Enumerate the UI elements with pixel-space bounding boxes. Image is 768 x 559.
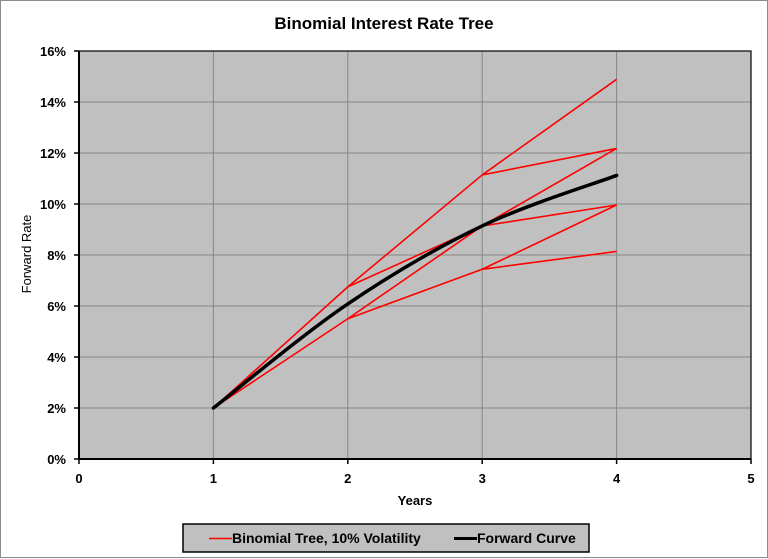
y-tick-label: 0% [47,452,66,467]
legend-label: Forward Curve [477,530,576,546]
y-tick-label: 6% [47,299,66,314]
gridlines [79,51,751,459]
x-tick-label: 5 [747,471,754,486]
axes [74,50,752,464]
y-tick-label: 2% [47,401,66,416]
x-axis-label: Years [398,493,433,508]
binomial-tree-series [212,78,618,409]
x-axis-tick-labels: 0 1 2 3 4 5 [75,471,754,486]
legend-label: Binomial Tree, 10% Volatility [232,530,421,546]
tree-branch [481,147,617,227]
y-axis-tick-labels: 0% 2% 4% 6% 8% 10% 12% 14% 16% [40,44,66,467]
tree-branch [481,204,617,271]
tree-branch [212,286,349,409]
tree-branch [347,225,483,320]
legend-box [182,523,590,553]
y-axis-label: Forward Rate [19,215,34,294]
x-tick-label: 1 [210,471,217,486]
y-tick-label: 4% [47,350,66,365]
x-tick-label: 3 [479,471,486,486]
tree-branch [482,147,617,176]
tree-branch [347,268,483,320]
tree-branch [482,204,617,227]
legend: Binomial Tree, 10% Volatility Forward Cu… [182,523,590,553]
chart-title: Binomial Interest Rate Tree [274,14,493,33]
y-tick-label: 12% [40,146,66,161]
y-tick-label: 10% [40,197,66,212]
x-tick-label: 4 [613,471,621,486]
plot-area [74,50,752,464]
y-tick-label: 8% [47,248,66,263]
tree-branch [347,174,483,288]
x-tick-label: 2 [344,471,351,486]
y-tick-label: 14% [40,95,66,110]
tree-branch [482,250,617,271]
tree-branch [481,78,618,176]
tree-branch [212,318,349,409]
legend-item-forward-curve: Forward Curve [454,530,576,546]
x-tick-label: 0 [75,471,82,486]
forward-curve-series [211,173,619,410]
y-tick-label: 16% [40,44,66,59]
legend-item-binomial-tree: Binomial Tree, 10% Volatility [209,530,421,546]
